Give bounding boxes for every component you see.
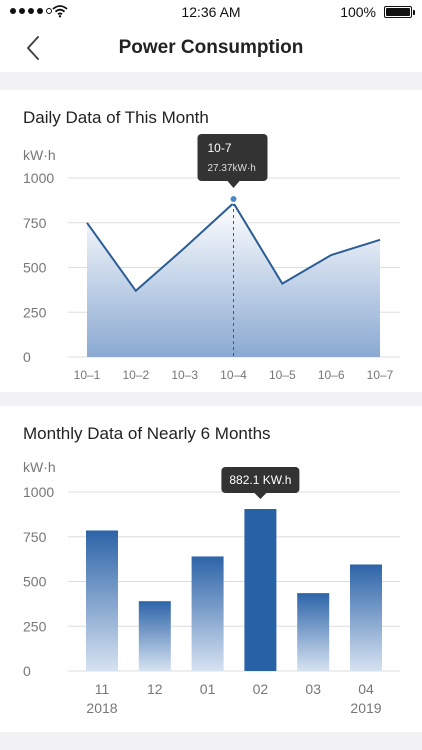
- daily-y-tick-label: 750: [23, 215, 47, 231]
- daily-x-tick-label: 10–3: [171, 368, 198, 382]
- wifi-icon: [52, 5, 68, 18]
- cellular-signal-icon: [10, 8, 52, 14]
- navigation-bar: Power Consumption: [0, 24, 422, 72]
- battery-percentage: 100%: [340, 4, 376, 20]
- daily-chart-card: Daily Data of This Month 0 250 500 750 1000 …: [0, 90, 422, 392]
- status-time: 12:36 AM: [181, 4, 241, 20]
- daily-y-tick-label: 500: [23, 260, 47, 276]
- daily-highlight-point[interactable]: [228, 194, 239, 205]
- daily-x-tick-label: 10–1: [74, 368, 101, 382]
- monthly-x-tick-label: 02: [253, 681, 269, 697]
- monthly-bar[interactable]: [191, 556, 224, 671]
- daily-x-tick-label: 10–2: [122, 368, 149, 382]
- monthly-tooltip-value: 882.1 KW.h: [229, 473, 291, 487]
- daily-tooltip-value: 27.37kW·h: [208, 163, 256, 174]
- status-bar: 12:36 AM 100%: [0, 0, 422, 24]
- monthly-bar[interactable]: [297, 593, 330, 671]
- monthly-y-tick-label: 500: [23, 574, 47, 590]
- page-title: Power Consumption: [118, 37, 304, 58]
- daily-x-tick-label: 10–5: [269, 368, 296, 382]
- monthly-chart-title: Monthly Data of Nearly 6 Months: [23, 424, 271, 443]
- chevron-left-icon: [27, 36, 39, 60]
- monthly-x-tick-label: 03: [305, 681, 321, 697]
- daily-x-tick-label: 10–7: [367, 368, 394, 382]
- monthly-y-tick-label: 1000: [23, 484, 54, 500]
- monthly-bar[interactable]: [244, 509, 277, 671]
- daily-area-fill: [87, 203, 380, 357]
- monthly-y-unit-label: kW·h: [23, 459, 56, 475]
- monthly-x-tick-label: 12: [147, 681, 163, 697]
- daily-tooltip: 10-7 27.37kW·h: [197, 134, 268, 188]
- daily-tooltip-box: [197, 134, 268, 181]
- year-label-2019: 2019: [350, 700, 381, 716]
- monthly-x-tick-label: 01: [200, 681, 216, 697]
- monthly-bar[interactable]: [86, 530, 118, 671]
- monthly-x-tick-label: 11: [95, 681, 110, 697]
- monthly-bar[interactable]: [350, 564, 382, 671]
- monthly-tooltip-arrow: [254, 493, 267, 499]
- daily-y-unit-label: kW·h: [23, 147, 56, 163]
- monthly-y-tick-label: 250: [23, 618, 47, 634]
- year-label-2018: 2018: [86, 700, 117, 716]
- daily-tooltip-title: 10-7: [208, 141, 232, 155]
- monthly-tooltip: 882.1 KW.h: [221, 467, 300, 499]
- monthly-tooltip-box: [221, 467, 300, 493]
- monthly-chart-card: Monthly Data of Nearly 6 Months 0 250 500 7…: [0, 406, 422, 732]
- daily-x-tick-label: 10–6: [318, 368, 345, 382]
- monthly-bar-chart: 0 250 500 750 1000 kW·h 11 12 01 02 03 04 2018 20…: [23, 459, 400, 716]
- daily-y-tick-label: 250: [23, 304, 47, 320]
- daily-line-chart: 0 250 500 750 1000 kW·h 10–1 10–2 10–3 10–4 10–5…: [23, 134, 400, 382]
- daily-y-tick-label: 0: [23, 349, 31, 365]
- daily-y-tick-label: 1000: [23, 170, 54, 186]
- daily-tooltip-arrow: [227, 181, 240, 188]
- battery-icon: [384, 6, 415, 18]
- monthly-y-tick-label: 0: [23, 663, 31, 679]
- back-button[interactable]: [18, 34, 50, 62]
- monthly-bar[interactable]: [138, 601, 171, 671]
- monthly-x-tick-label: 04: [358, 681, 374, 697]
- daily-x-tick-label: 10–4: [220, 368, 247, 382]
- daily-chart-title: Daily Data of This Month: [23, 108, 209, 127]
- monthly-y-tick-label: 750: [23, 529, 47, 545]
